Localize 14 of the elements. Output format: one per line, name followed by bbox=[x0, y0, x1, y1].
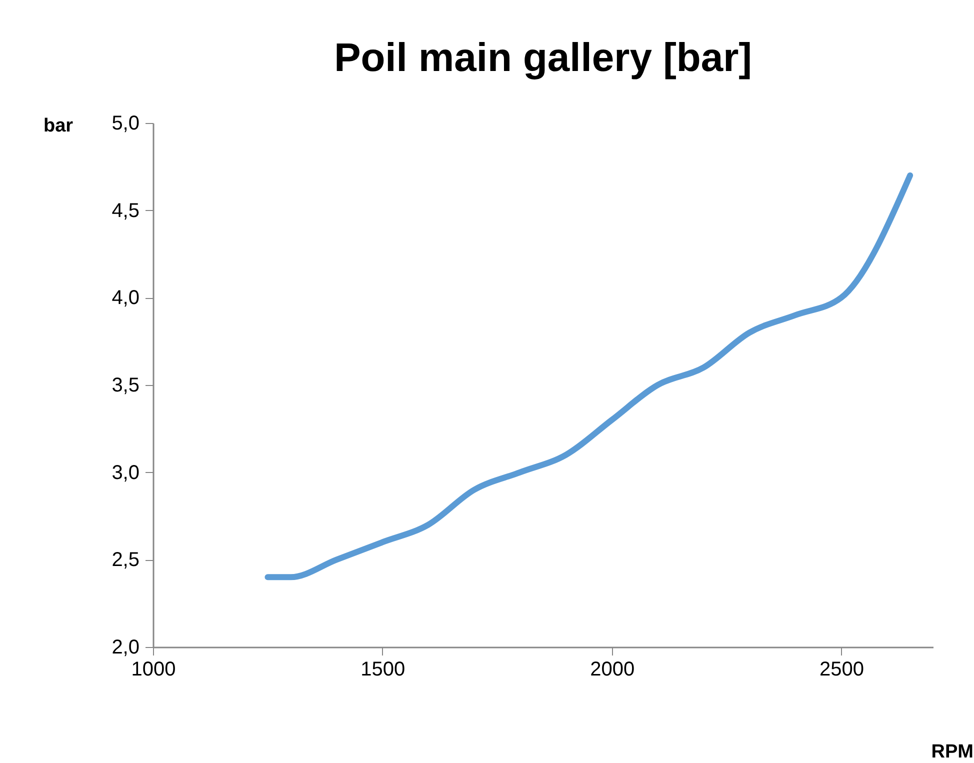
y-tick-label: 3,5 bbox=[112, 374, 140, 396]
x-tick-label: 1500 bbox=[360, 658, 406, 680]
y-tick-label: 2,5 bbox=[112, 549, 140, 572]
x-axis-title: RPM bbox=[931, 742, 974, 762]
y-tick-label: 2,0 bbox=[112, 636, 140, 658]
y-tick-label: 4,5 bbox=[112, 200, 140, 222]
y-tick-label: 5,0 bbox=[112, 112, 140, 134]
y-tick-label: 3,0 bbox=[112, 462, 140, 484]
x-tick-label: 1000 bbox=[131, 658, 176, 680]
y-axis-title: bar bbox=[44, 116, 74, 136]
chart-title: Poil main gallery [bar] bbox=[334, 36, 752, 80]
x-tick-label: 2000 bbox=[590, 658, 635, 680]
x-tick-label: 2500 bbox=[819, 658, 864, 680]
y-tick-label: 4,0 bbox=[112, 287, 140, 310]
